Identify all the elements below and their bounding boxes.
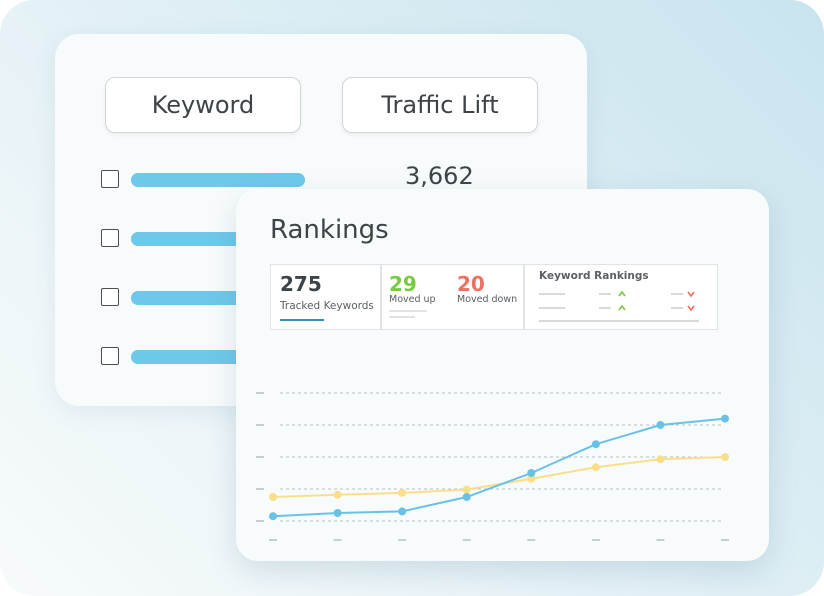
keyword-column-header[interactable]: Keyword (105, 77, 301, 133)
series-line (272, 456, 726, 498)
data-point (462, 493, 471, 501)
data-point (333, 490, 342, 499)
series-line (272, 417, 726, 518)
keyword-rankings-label: Keyword Rankings (539, 270, 649, 282)
keyword-rankings-mini (539, 290, 699, 322)
moved-down-count: 20 (457, 272, 485, 296)
data-point (462, 485, 471, 494)
tracked-keywords-label: Tracked Keywords (280, 300, 374, 312)
moved-up-label: Moved up (389, 294, 436, 305)
data-point (591, 440, 600, 449)
placeholder-line (389, 316, 415, 318)
traffic-lift-column-header[interactable]: Traffic Lift (342, 77, 538, 133)
row-checkbox[interactable] (101, 288, 119, 306)
data-point (333, 509, 342, 517)
placeholder-line (389, 310, 427, 312)
data-point (656, 455, 665, 464)
moved-up-count: 29 (389, 272, 417, 296)
data-point (269, 493, 277, 501)
row-checkbox[interactable] (101, 347, 119, 365)
divider (380, 265, 382, 329)
data-point (398, 488, 407, 497)
data-point (721, 414, 729, 423)
data-point (591, 463, 600, 472)
down-arrow-icon (687, 291, 695, 298)
up-arrow-icon (618, 304, 626, 311)
data-point (527, 474, 536, 483)
row-checkbox[interactable] (101, 170, 119, 188)
rankings-card: Rankings 275 Tracked Keywords 29 Moved u… (236, 189, 769, 561)
data-point (398, 507, 407, 516)
divider (523, 265, 525, 329)
active-underline (280, 319, 324, 321)
data-point (527, 469, 536, 477)
up-arrow-icon (618, 290, 626, 297)
moved-down-label: Moved down (457, 294, 518, 305)
row-checkbox[interactable] (101, 229, 119, 247)
traffic-lift-value: 3,662 (405, 162, 474, 190)
data-point (656, 421, 665, 429)
data-point (721, 453, 729, 461)
rankings-summary-panel: 275 Tracked Keywords 29 Moved up 20 Move… (270, 264, 718, 330)
data-point (269, 512, 277, 521)
tracked-keywords-count: 275 (280, 272, 322, 296)
rankings-title: Rankings (270, 215, 389, 245)
keyword-placeholder-bar (131, 173, 305, 187)
down-arrow-icon (687, 305, 695, 312)
rankings-line-chart (256, 392, 729, 541)
